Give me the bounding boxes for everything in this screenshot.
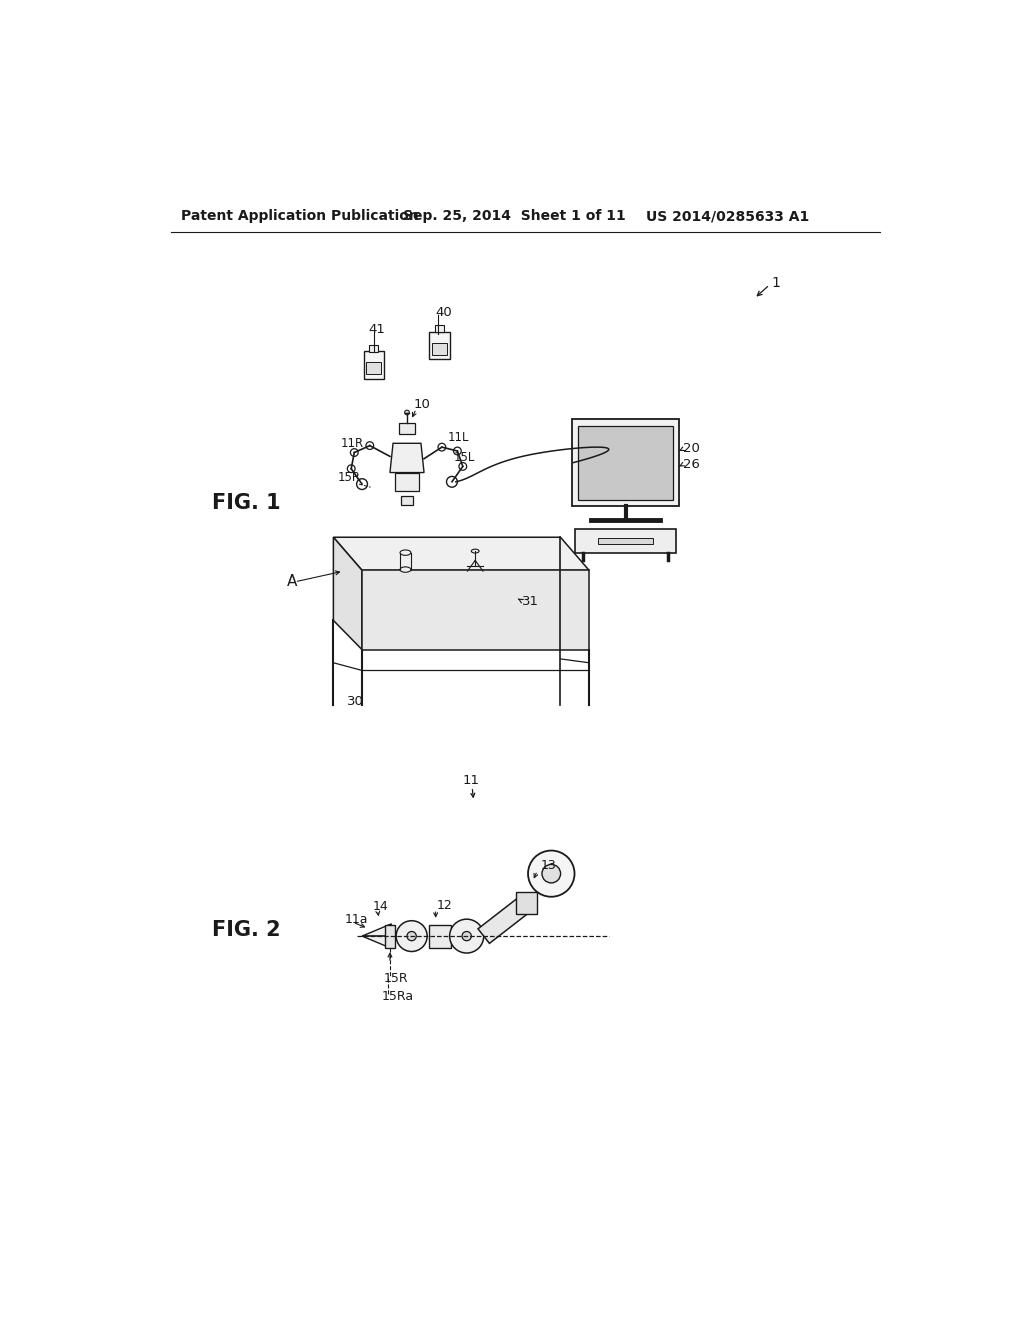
Text: 12: 12: [436, 899, 453, 912]
Polygon shape: [516, 892, 538, 913]
Text: 26: 26: [683, 458, 699, 471]
Polygon shape: [362, 924, 391, 936]
Circle shape: [366, 442, 374, 450]
Polygon shape: [334, 537, 362, 649]
Bar: [598, 539, 652, 544]
Text: FIG. 2: FIG. 2: [212, 920, 281, 940]
Circle shape: [528, 850, 574, 896]
Text: 15L: 15L: [454, 450, 475, 463]
Circle shape: [454, 447, 461, 455]
Bar: [429, 924, 452, 948]
Bar: [399, 422, 415, 434]
Polygon shape: [362, 936, 391, 949]
Text: 40: 40: [435, 306, 452, 319]
Bar: [364, 351, 384, 379]
Bar: [369, 345, 378, 351]
Text: 11R: 11R: [341, 437, 365, 450]
Bar: [400, 496, 414, 506]
Bar: [575, 529, 676, 553]
Circle shape: [542, 865, 560, 883]
Circle shape: [450, 919, 483, 953]
Polygon shape: [334, 537, 589, 570]
Text: 20: 20: [683, 442, 699, 455]
Circle shape: [438, 444, 445, 451]
Bar: [394, 473, 420, 491]
Bar: [366, 363, 381, 374]
Circle shape: [396, 921, 427, 952]
Text: US 2014/0285633 A1: US 2014/0285633 A1: [646, 209, 809, 223]
Text: 31: 31: [521, 595, 539, 609]
Circle shape: [462, 932, 471, 941]
Text: 11a: 11a: [345, 912, 369, 925]
Ellipse shape: [400, 566, 411, 573]
Polygon shape: [390, 444, 424, 473]
Text: 15Ra: 15Ra: [381, 990, 414, 1003]
Bar: [385, 924, 394, 948]
Text: 1: 1: [771, 276, 780, 290]
Polygon shape: [362, 570, 589, 649]
Bar: [429, 331, 450, 359]
Circle shape: [407, 932, 417, 941]
Text: Patent Application Publication: Patent Application Publication: [180, 209, 419, 223]
Text: A: A: [287, 574, 297, 590]
Text: 13: 13: [541, 859, 556, 873]
Circle shape: [459, 462, 467, 470]
Circle shape: [350, 449, 358, 457]
Text: 10: 10: [414, 399, 430, 412]
Circle shape: [404, 411, 410, 414]
Circle shape: [347, 465, 355, 473]
Text: 11: 11: [463, 774, 480, 787]
Text: 41: 41: [369, 323, 385, 335]
Bar: [435, 326, 444, 333]
Bar: [432, 343, 447, 355]
Bar: [579, 425, 673, 499]
Text: FIG. 1: FIG. 1: [212, 494, 281, 513]
Text: 15R: 15R: [337, 471, 360, 484]
Text: 14: 14: [373, 900, 389, 913]
Ellipse shape: [400, 550, 411, 556]
Text: 11L: 11L: [449, 432, 470, 445]
Bar: [572, 420, 679, 506]
Text: 30: 30: [346, 694, 364, 708]
Polygon shape: [478, 896, 532, 944]
Text: 15R: 15R: [384, 972, 409, 985]
Text: Sep. 25, 2014  Sheet 1 of 11: Sep. 25, 2014 Sheet 1 of 11: [403, 209, 626, 223]
